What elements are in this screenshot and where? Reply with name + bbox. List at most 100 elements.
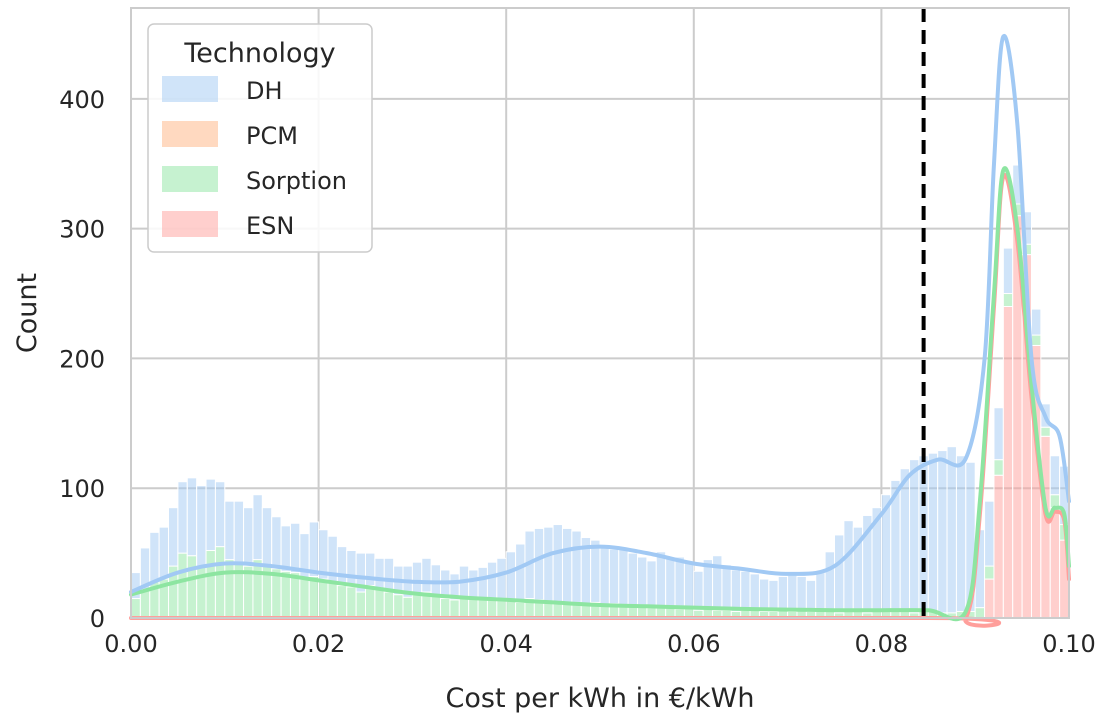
- plot-frame: [130, 7, 1070, 619]
- x-tick-label: 0.10: [1042, 630, 1095, 658]
- kde-line-sorption: [129, 166, 1071, 622]
- legend-swatch-sorption: [162, 166, 218, 192]
- histogram-bar-dh: [468, 569, 479, 600]
- histogram-bar-sorption: [327, 581, 338, 619]
- histogram-bar-sorption: [974, 607, 986, 619]
- histogram-bar-sorption: [486, 598, 498, 619]
- histogram-bar-dh: [993, 407, 1004, 461]
- histogram-bar-esn: [1049, 507, 1061, 619]
- histogram-bar-dh: [374, 557, 385, 590]
- histogram-bar-sorption: [449, 599, 460, 619]
- histogram-bar-dh: [486, 561, 498, 600]
- histogram-bar-sorption: [505, 600, 517, 619]
- legend-swatch-pcm: [162, 121, 218, 147]
- histogram-bar-dh: [899, 468, 911, 613]
- x-tick-label: 0.02: [292, 630, 345, 658]
- legend-label-sorption: Sorption: [246, 167, 347, 195]
- histogram-bar-sorption: [430, 595, 442, 619]
- histogram-bar-sorption: [383, 591, 395, 619]
- histogram-bar-sorption: [289, 572, 301, 619]
- x-tick-label: 0.08: [855, 630, 908, 658]
- histogram-bar-sorption: [214, 546, 226, 619]
- histogram-bar-sorption: [411, 594, 423, 619]
- histogram-bar-sorption: [1040, 426, 1051, 437]
- histogram-bar-sorption: [318, 578, 329, 619]
- legend-label-dh: DH: [246, 77, 283, 105]
- histogram-bar-dh: [515, 543, 526, 603]
- histogram-bar-sorption: [280, 570, 291, 619]
- histogram-bar-esn: [984, 578, 995, 619]
- histogram-bar-dh: [421, 557, 432, 593]
- histogram-bar-dh: [271, 516, 282, 570]
- legend-title: Technology: [183, 38, 335, 69]
- histogram-bar-dh: [683, 561, 695, 609]
- x-tick-label: 0.06: [667, 630, 720, 658]
- histogram-bar-dh: [543, 526, 554, 603]
- histogram-bar-esn: [1040, 435, 1051, 619]
- histogram-bar-sorption: [984, 565, 995, 580]
- histogram-bar-dh: [561, 527, 573, 605]
- histogram-bar-dh: [205, 478, 216, 552]
- histogram-bar-dh: [505, 551, 517, 602]
- histogram-bar-dh: [289, 522, 301, 574]
- histogram-bar-dh: [496, 557, 507, 601]
- histogram-bar-dh: [411, 561, 423, 596]
- y-tick-label: 100: [59, 475, 105, 503]
- histogram-bar-dh: [280, 525, 291, 572]
- histogram-bar-dh: [721, 564, 732, 611]
- y-tick-label: 0: [90, 605, 105, 633]
- legend-label-esn: ESN: [246, 212, 294, 240]
- histogram-bar-sorption: [186, 555, 198, 619]
- y-axis-ticks: 0 100 200 300 400: [59, 86, 105, 633]
- histogram-bar-sorption: [402, 596, 413, 619]
- histogram-bar-dh: [214, 481, 226, 548]
- histogram-bar-sorption: [468, 598, 479, 619]
- histogram-bar-esn: [1002, 306, 1014, 619]
- histogram-bar-dh: [927, 452, 939, 613]
- legend-swatch-dh: [162, 76, 218, 102]
- y-tick-label: 400: [59, 86, 105, 114]
- histogram-bar-dh: [1049, 455, 1061, 496]
- histogram-bar-dh: [233, 500, 245, 564]
- histogram-bar-dh: [946, 446, 957, 614]
- histogram-bar-sorption: [224, 559, 235, 619]
- histogram-bar-sorption: [1002, 293, 1014, 308]
- histogram-bar-dh: [777, 575, 789, 611]
- histogram-bar-sorption: [355, 591, 366, 619]
- histogram-bar-dh: [149, 531, 160, 583]
- histogram-bar-dh: [655, 551, 667, 607]
- histogram-bar-dh: [637, 556, 648, 607]
- histogram-bar-sorption: [458, 596, 470, 619]
- x-tick-label: 0.04: [479, 630, 532, 658]
- x-axis-label: Cost per kWh in €/kWh: [446, 683, 755, 714]
- histogram-bar-dh: [618, 548, 629, 607]
- legend-label-pcm: PCM: [246, 122, 298, 150]
- histogram-bar-sorption: [561, 603, 573, 619]
- gridlines: [130, 8, 1070, 619]
- histogram-bar-dh: [758, 578, 770, 613]
- y-axis-label: Count: [12, 273, 43, 353]
- histogram-bar-dh: [834, 534, 845, 614]
- histogram-bar-dh: [693, 570, 704, 611]
- histogram-bar-sorption: [515, 601, 526, 619]
- histogram-bar-sorption: [299, 578, 310, 619]
- histogram-bar-dh: [252, 494, 263, 561]
- kde-line-dh: [129, 33, 1071, 594]
- histogram-bar-sorption: [393, 594, 404, 619]
- histogram-bar-dh: [346, 550, 357, 588]
- histogram-bar-sorption: [1030, 334, 1042, 346]
- histogram-bar-dh: [730, 569, 742, 613]
- histogram-bar-dh: [712, 555, 723, 611]
- histogram-bar-dh: [608, 548, 620, 605]
- histogram-bar-dh: [984, 500, 995, 567]
- histogram-bar-sorption: [308, 575, 320, 619]
- histogram-bar-dh: [768, 579, 779, 613]
- histogram-bar-esn: [993, 474, 1004, 619]
- histogram-bar-dh: [243, 507, 254, 567]
- histogram-bar-dh: [336, 546, 348, 587]
- histogram-bar-sorption: [139, 588, 151, 619]
- histogram-bar-sorption: [205, 550, 216, 619]
- histogram-bar-sorption: [365, 585, 376, 619]
- histogram-bar-dh: [590, 539, 601, 603]
